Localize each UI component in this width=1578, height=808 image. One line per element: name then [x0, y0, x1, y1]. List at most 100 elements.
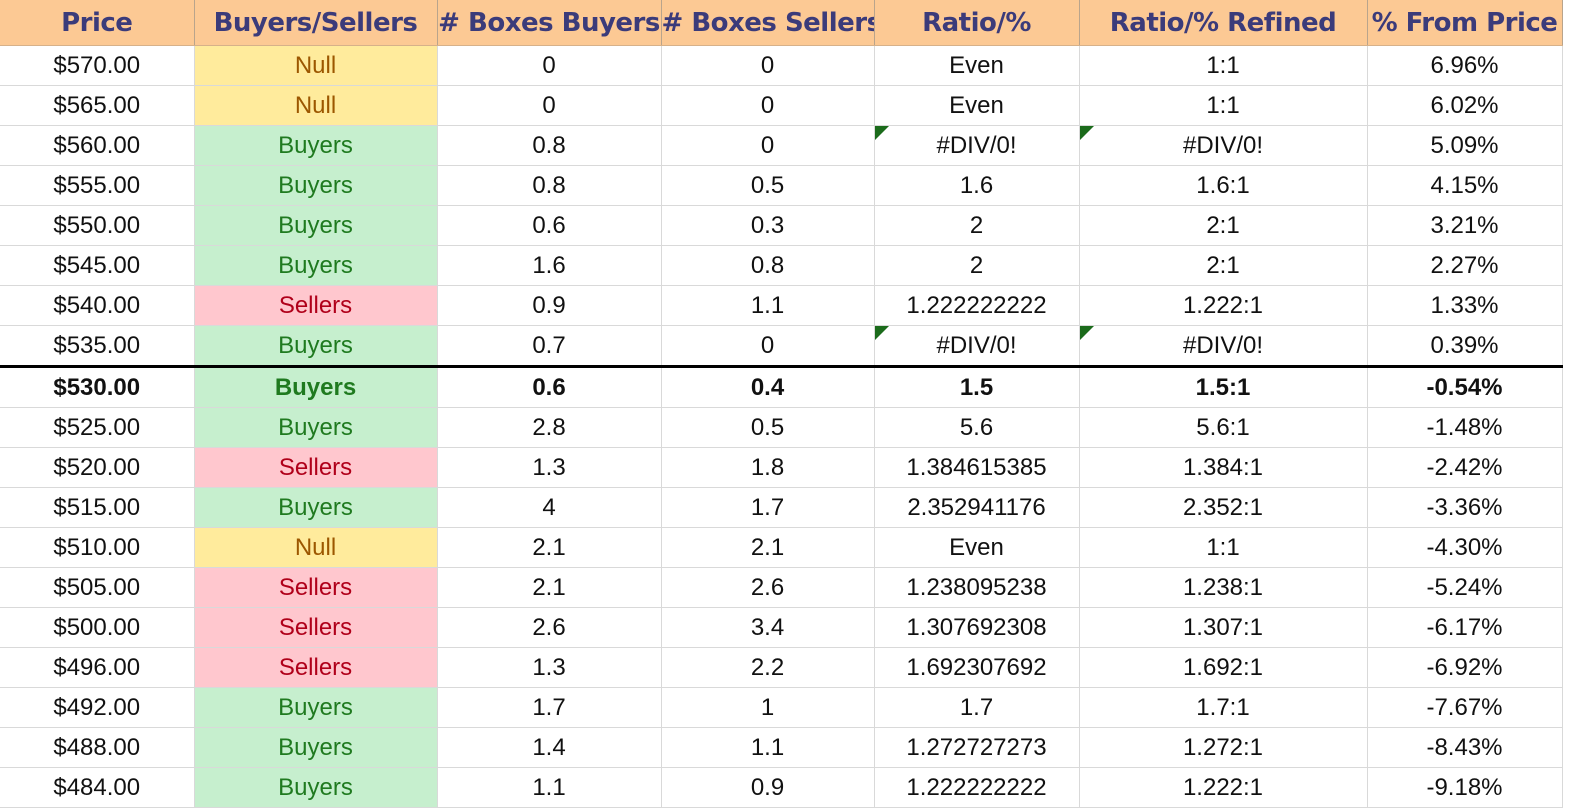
boxes-sellers-cell[interactable]: 2.2: [661, 647, 875, 688]
price-cell[interactable]: $540.00: [0, 285, 195, 326]
side-cell[interactable]: Null: [194, 45, 438, 86]
boxes-sellers-cell[interactable]: 0: [661, 125, 875, 166]
from-price-cell[interactable]: 1.33%: [1367, 285, 1563, 326]
side-cell[interactable]: Sellers: [194, 647, 438, 688]
boxes-buyers-cell[interactable]: 1.3: [437, 447, 662, 488]
boxes-buyers-cell[interactable]: 1.6: [437, 245, 662, 286]
ratio-cell[interactable]: 1.272727273: [874, 727, 1080, 768]
ratio-refined-cell[interactable]: 2.352:1: [1079, 487, 1368, 528]
ratio-cell[interactable]: #DIV/0!: [874, 325, 1080, 367]
boxes-sellers-cell[interactable]: 0: [661, 45, 875, 86]
ratio-refined-cell[interactable]: 1:1: [1079, 45, 1368, 86]
side-cell[interactable]: Buyers: [194, 365, 438, 408]
ratio-refined-cell[interactable]: 1.272:1: [1079, 727, 1368, 768]
boxes-buyers-cell[interactable]: 0: [437, 45, 662, 86]
ratio-cell[interactable]: 5.6: [874, 407, 1080, 448]
ratio-refined-cell[interactable]: 1.7:1: [1079, 687, 1368, 728]
boxes-buyers-cell[interactable]: 0.6: [437, 205, 662, 246]
boxes-sellers-cell[interactable]: 0.5: [661, 165, 875, 206]
price-cell[interactable]: $492.00: [0, 687, 195, 728]
from-price-cell[interactable]: -4.30%: [1367, 527, 1563, 568]
side-cell[interactable]: Null: [194, 527, 438, 568]
ratio-cell[interactable]: 2: [874, 205, 1080, 246]
ratio-refined-cell[interactable]: 1:1: [1079, 527, 1368, 568]
price-cell[interactable]: $515.00: [0, 487, 195, 528]
ratio-refined-cell[interactable]: 1.307:1: [1079, 607, 1368, 648]
side-cell[interactable]: Buyers: [194, 727, 438, 768]
ratio-refined-cell[interactable]: 1.6:1: [1079, 165, 1368, 206]
price-cell[interactable]: $500.00: [0, 607, 195, 648]
boxes-buyers-cell[interactable]: 0.7: [437, 325, 662, 367]
boxes-buyers-cell[interactable]: 0: [437, 85, 662, 126]
ratio-refined-cell[interactable]: #DIV/0!: [1079, 325, 1368, 367]
side-cell[interactable]: Buyers: [194, 205, 438, 246]
ratio-cell[interactable]: 1.6: [874, 165, 1080, 206]
from-price-cell[interactable]: -3.36%: [1367, 487, 1563, 528]
side-cell[interactable]: Buyers: [194, 687, 438, 728]
boxes-sellers-cell[interactable]: 1.7: [661, 487, 875, 528]
boxes-sellers-cell[interactable]: 1.1: [661, 285, 875, 326]
price-cell[interactable]: $535.00: [0, 325, 195, 367]
boxes-sellers-cell[interactable]: 0: [661, 85, 875, 126]
from-price-cell[interactable]: -5.24%: [1367, 567, 1563, 608]
from-price-cell[interactable]: 0.39%: [1367, 325, 1563, 367]
boxes-buyers-cell[interactable]: 1.4: [437, 727, 662, 768]
ratio-cell[interactable]: 1.307692308: [874, 607, 1080, 648]
boxes-buyers-cell[interactable]: 1.1: [437, 767, 662, 808]
ratio-refined-cell[interactable]: 1.692:1: [1079, 647, 1368, 688]
from-price-cell[interactable]: -7.67%: [1367, 687, 1563, 728]
side-cell[interactable]: Buyers: [194, 125, 438, 166]
from-price-cell[interactable]: 2.27%: [1367, 245, 1563, 286]
price-cell[interactable]: $510.00: [0, 527, 195, 568]
ratio-cell[interactable]: Even: [874, 527, 1080, 568]
ratio-cell[interactable]: 1.384615385: [874, 447, 1080, 488]
boxes-sellers-cell[interactable]: 2.6: [661, 567, 875, 608]
side-cell[interactable]: Buyers: [194, 407, 438, 448]
boxes-buyers-cell[interactable]: 0.9: [437, 285, 662, 326]
price-cell[interactable]: $505.00: [0, 567, 195, 608]
ratio-refined-cell[interactable]: 1.5:1: [1079, 365, 1368, 408]
from-price-cell[interactable]: -9.18%: [1367, 767, 1563, 808]
boxes-sellers-cell[interactable]: 1: [661, 687, 875, 728]
boxes-buyers-cell[interactable]: 4: [437, 487, 662, 528]
side-cell[interactable]: Sellers: [194, 447, 438, 488]
ratio-refined-cell[interactable]: 5.6:1: [1079, 407, 1368, 448]
from-price-cell[interactable]: 5.09%: [1367, 125, 1563, 166]
boxes-sellers-cell[interactable]: 0: [661, 325, 875, 367]
from-price-cell[interactable]: 6.96%: [1367, 45, 1563, 86]
boxes-sellers-cell[interactable]: 1.8: [661, 447, 875, 488]
side-cell[interactable]: Null: [194, 85, 438, 126]
header-boxes-buyers[interactable]: # Boxes Buyers: [437, 0, 662, 46]
header-ratio[interactable]: Ratio/%: [874, 0, 1080, 46]
header-boxes-sellers[interactable]: # Boxes Sellers: [661, 0, 875, 46]
boxes-sellers-cell[interactable]: 2.1: [661, 527, 875, 568]
from-price-cell[interactable]: -6.92%: [1367, 647, 1563, 688]
price-cell[interactable]: $565.00: [0, 85, 195, 126]
boxes-buyers-cell[interactable]: 0.8: [437, 125, 662, 166]
price-cell[interactable]: $488.00: [0, 727, 195, 768]
price-cell[interactable]: $530.00: [0, 365, 195, 408]
side-cell[interactable]: Sellers: [194, 607, 438, 648]
boxes-buyers-cell[interactable]: 1.7: [437, 687, 662, 728]
side-cell[interactable]: Sellers: [194, 567, 438, 608]
from-price-cell[interactable]: -8.43%: [1367, 727, 1563, 768]
boxes-sellers-cell[interactable]: 0.3: [661, 205, 875, 246]
boxes-sellers-cell[interactable]: 1.1: [661, 727, 875, 768]
ratio-refined-cell[interactable]: 1.384:1: [1079, 447, 1368, 488]
ratio-refined-cell[interactable]: 1.222:1: [1079, 285, 1368, 326]
ratio-cell[interactable]: 1.238095238: [874, 567, 1080, 608]
price-cell[interactable]: $545.00: [0, 245, 195, 286]
from-price-cell[interactable]: -1.48%: [1367, 407, 1563, 448]
ratio-refined-cell[interactable]: #DIV/0!: [1079, 125, 1368, 166]
side-cell[interactable]: Sellers: [194, 285, 438, 326]
ratio-cell[interactable]: 2: [874, 245, 1080, 286]
side-cell[interactable]: Buyers: [194, 245, 438, 286]
boxes-buyers-cell[interactable]: 2.1: [437, 567, 662, 608]
price-cell[interactable]: $570.00: [0, 45, 195, 86]
from-price-cell[interactable]: -2.42%: [1367, 447, 1563, 488]
price-cell[interactable]: $484.00: [0, 767, 195, 808]
ratio-cell[interactable]: 1.222222222: [874, 767, 1080, 808]
price-cell[interactable]: $520.00: [0, 447, 195, 488]
header-from-price[interactable]: % From Price: [1367, 0, 1563, 46]
boxes-sellers-cell[interactable]: 0.4: [661, 365, 875, 408]
